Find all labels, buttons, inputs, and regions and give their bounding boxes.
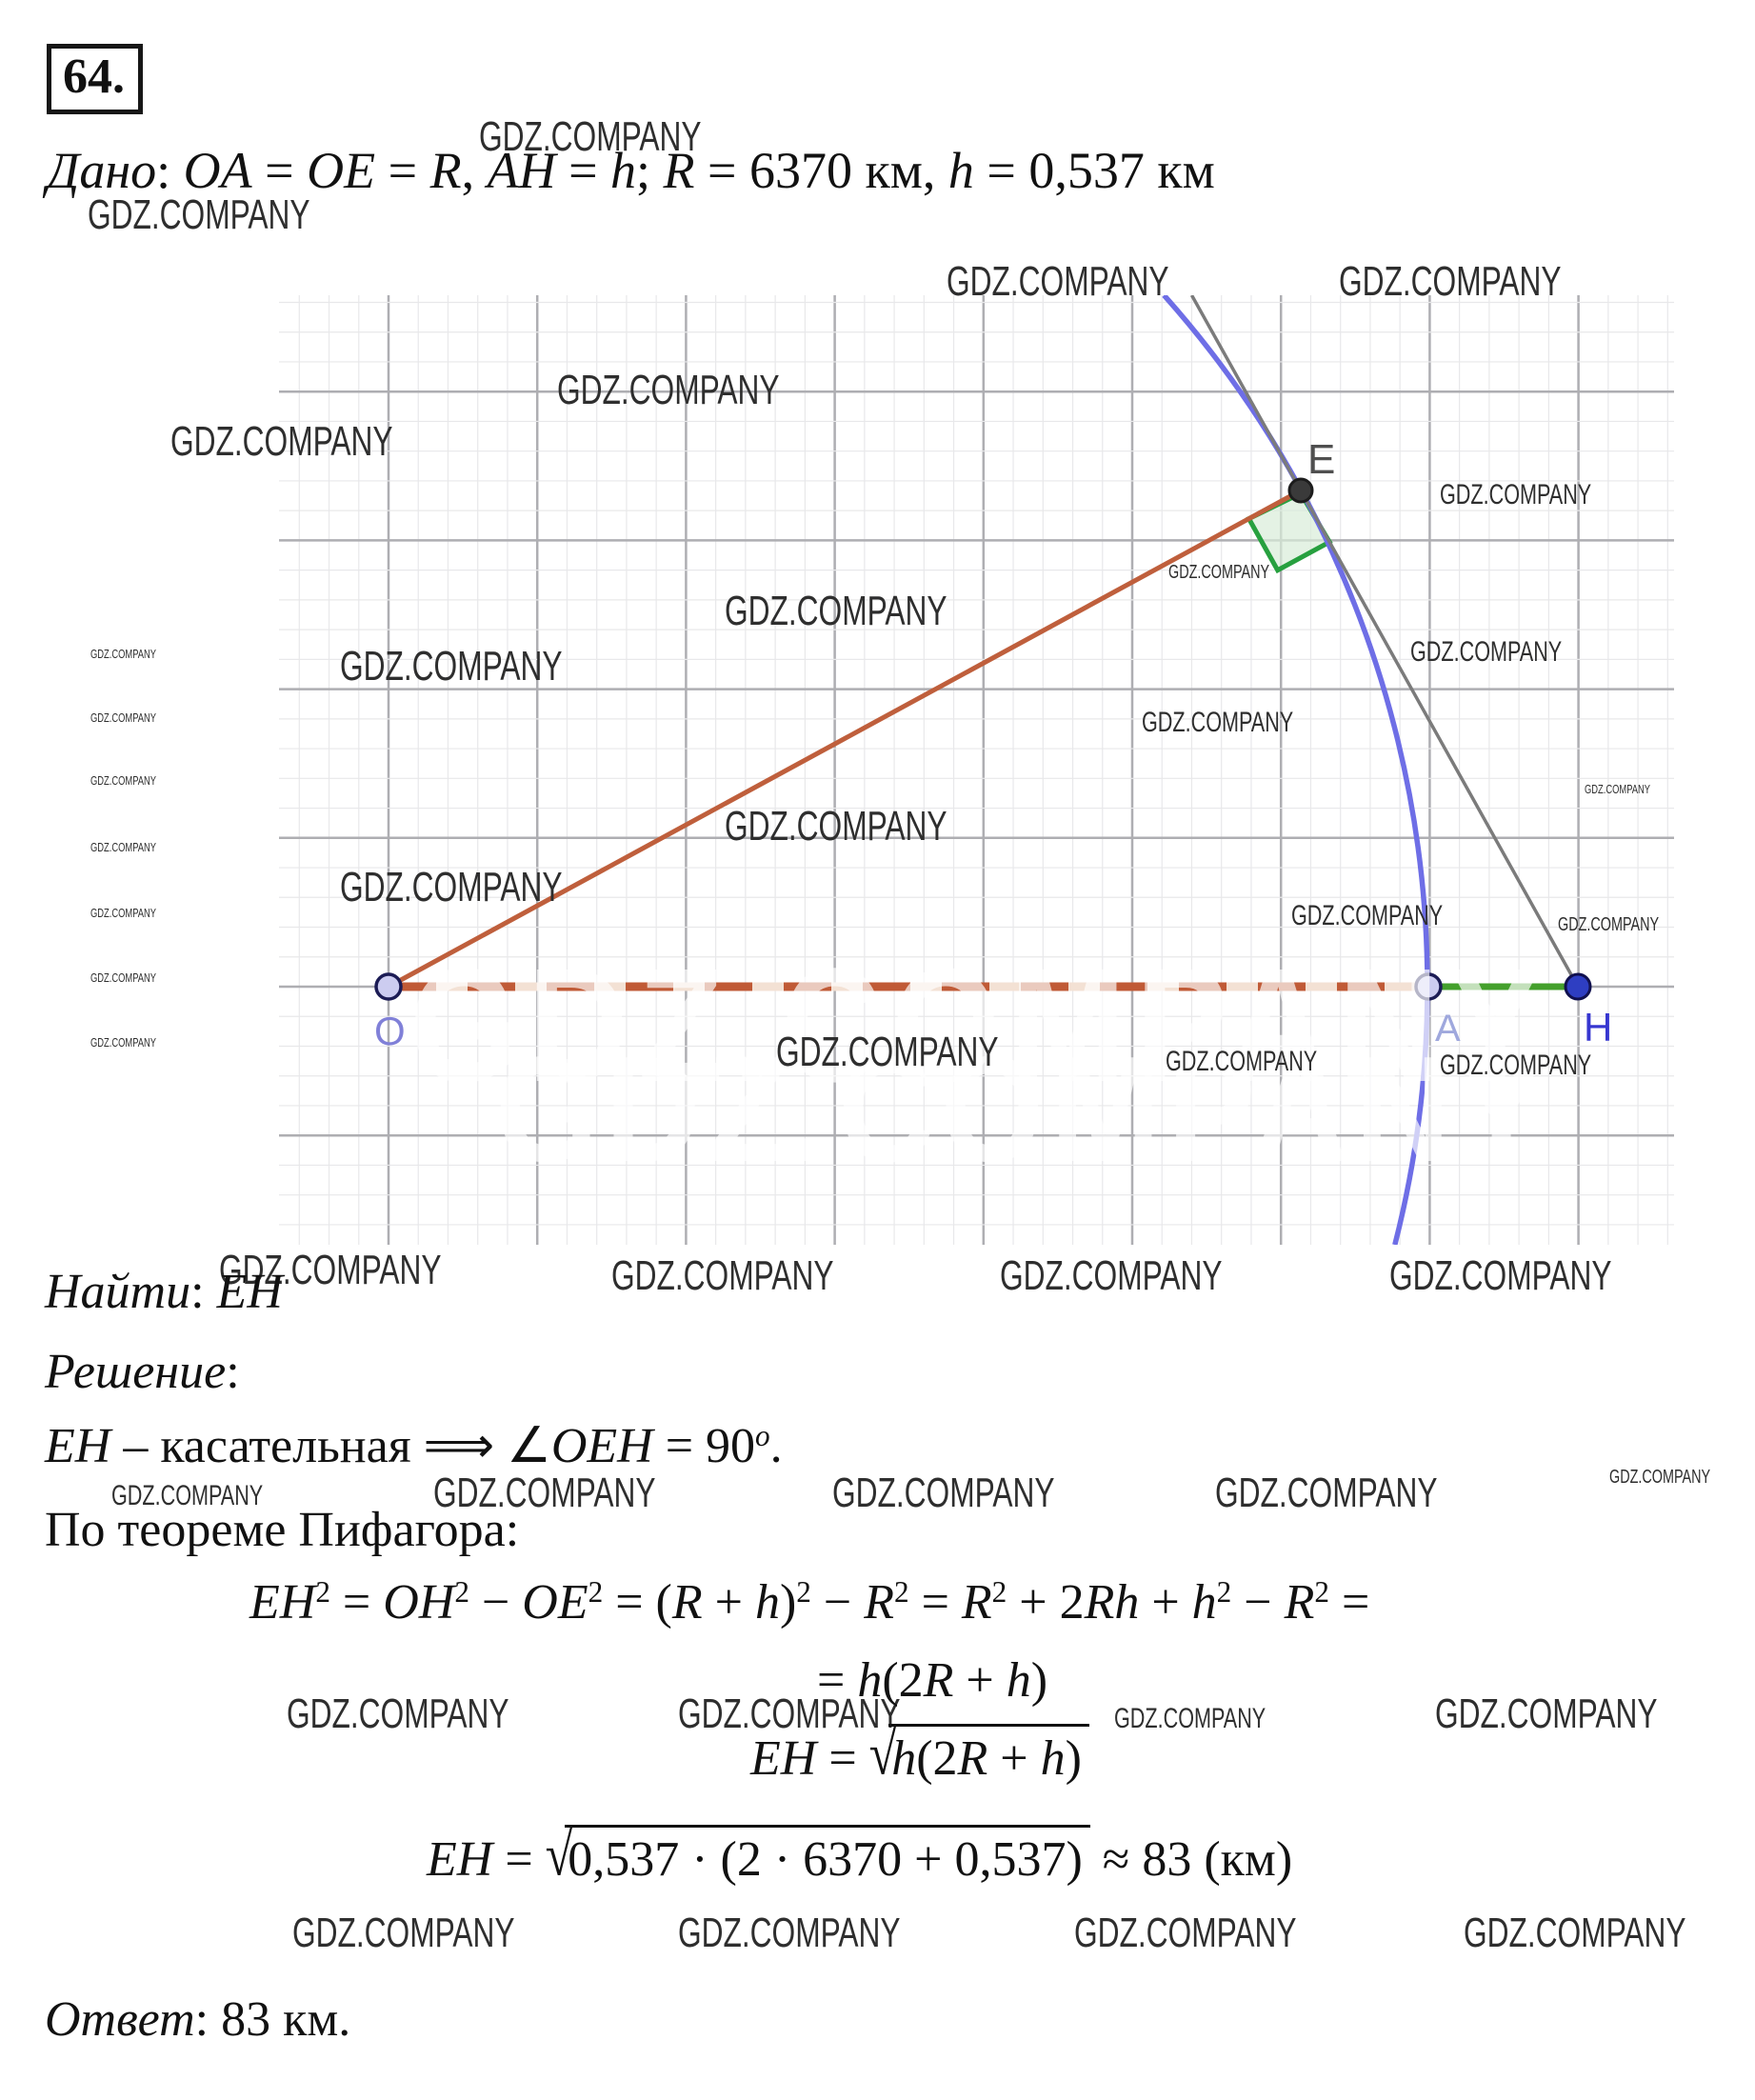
watermark: GDZ.COMPANY — [219, 1247, 442, 1293]
white-watermark: GDZ.COMPANY — [409, 935, 1552, 1116]
watermark: GDZ.COMPANY — [1215, 1470, 1438, 1516]
right-angle-marker — [1246, 490, 1333, 574]
watermark: GDZ.COMPANY — [1000, 1252, 1223, 1299]
watermark: GDZ.COMPANY — [678, 1690, 901, 1737]
watermark: GDZ.COMPANY — [611, 1252, 834, 1299]
earth-circle-arc — [1162, 293, 1430, 1246]
given-line: Дано: OA = OE = R, AH = h; R = 6370 км, … — [47, 142, 1215, 199]
label-A: A — [1435, 1008, 1461, 1050]
formula-expansion: EH2 = OH2 − OE2 = (R + h)2 − R2 = R2 + 2… — [249, 1574, 1370, 1630]
watermark: GDZ.COMPANY — [88, 191, 310, 238]
watermark: GDZ.COMPANY — [947, 258, 1169, 305]
watermark: GDZ.COMPANY — [1440, 479, 1592, 510]
formula-eh-root: EH = √h(2R + h) — [750, 1722, 1089, 1790]
watermark: GDZ.COMPANY — [1166, 1046, 1318, 1077]
radical-group: 0,537 · (2 · 6370 + 0,537) — [565, 1825, 1090, 1890]
watermark: GDZ.COMPANY — [725, 588, 947, 634]
watermark: GDZ.COMPANY — [1609, 1467, 1711, 1488]
watermark: GDZ.COMPANY — [170, 418, 393, 465]
watermark: GDZ.COMPANY — [832, 1470, 1055, 1516]
watermark: GDZ.COMPANY — [433, 1470, 656, 1516]
label-O: O — [374, 1009, 406, 1053]
watermark: GDZ.COMPANY — [1074, 1910, 1297, 1956]
watermark: GDZ.COMPANY — [1464, 1910, 1686, 1956]
watermark: GDZ.COMPANY — [1440, 1050, 1592, 1081]
watermark: GDZ.COMPANY — [725, 803, 947, 850]
radical-group: h(2R + h) — [888, 1724, 1089, 1790]
watermark: GDZ.COMPANY — [90, 710, 156, 725]
point-E — [1287, 477, 1314, 504]
problem-number-box: 64. — [47, 44, 143, 114]
watermark: GDZ.COMPANY — [1291, 900, 1444, 931]
watermark: GDZ.COMPANY — [1585, 782, 1650, 796]
watermark: GDZ.COMPANY — [340, 864, 563, 910]
formula-simplified: = h(2R + h) — [817, 1653, 1048, 1708]
tangent-line-EH — [1189, 294, 1580, 988]
watermark: GDZ.COMPANY — [90, 647, 156, 661]
watermark: GDZ.COMPANY — [1168, 562, 1270, 583]
watermark: GDZ.COMPANY — [90, 970, 156, 985]
watermark: GDZ.COMPANY — [1558, 914, 1660, 935]
diagram-canvas: O A H E — [279, 293, 1674, 1246]
watermark: GDZ.COMPANY — [340, 643, 563, 690]
watermark: GDZ.COMPANY — [287, 1690, 509, 1737]
geometry-diagram: O A H E — [279, 293, 1674, 1250]
watermark: GDZ.COMPANY — [1142, 707, 1294, 738]
watermark: GDZ.COMPANY — [90, 840, 156, 854]
watermark: GDZ.COMPANY — [557, 367, 780, 413]
tangent-statement: EH – касательная ⟹ ∠OEH = 90o. — [45, 1417, 783, 1474]
white-watermark: GDZ.COMPANY — [495, 1026, 1552, 1193]
radius-line-OE — [387, 488, 1303, 990]
find-line: Найти: EH — [45, 1265, 283, 1319]
watermark: GDZ.COMPANY — [292, 1910, 515, 1956]
watermark: GDZ.COMPANY — [1435, 1690, 1658, 1737]
solution-heading: Решение: — [45, 1345, 240, 1399]
watermark: GDZ.COMPANY — [1389, 1252, 1612, 1299]
watermark: GDZ.COMPANY — [1339, 258, 1562, 305]
watermark: GDZ.COMPANY — [776, 1029, 999, 1075]
label-E: E — [1307, 436, 1335, 483]
label-H: H — [1584, 1005, 1612, 1050]
watermark: GDZ.COMPANY — [1114, 1703, 1266, 1734]
point-O — [374, 972, 403, 1001]
pythagoras-heading: По теореме Пифагора: — [45, 1503, 520, 1557]
point-A — [1414, 972, 1443, 1001]
watermark: GDZ.COMPANY — [90, 906, 156, 920]
answer-line: Ответ: 83 км. — [45, 1992, 351, 2047]
watermark: GDZ.COMPANY — [678, 1910, 901, 1956]
watermark: GDZ.COMPANY — [90, 773, 156, 788]
formula-numeric: EH = √0,537 · (2 · 6370 + 0,537) ≈ 83 (к… — [427, 1822, 1293, 1890]
point-H — [1564, 972, 1592, 1001]
problem-number: 64. — [63, 50, 125, 104]
watermark: GDZ.COMPANY — [479, 113, 702, 160]
watermark: GDZ.COMPANY — [90, 1035, 156, 1050]
watermark: GDZ.COMPANY — [111, 1480, 264, 1511]
watermark: GDZ.COMPANY — [1410, 636, 1563, 668]
